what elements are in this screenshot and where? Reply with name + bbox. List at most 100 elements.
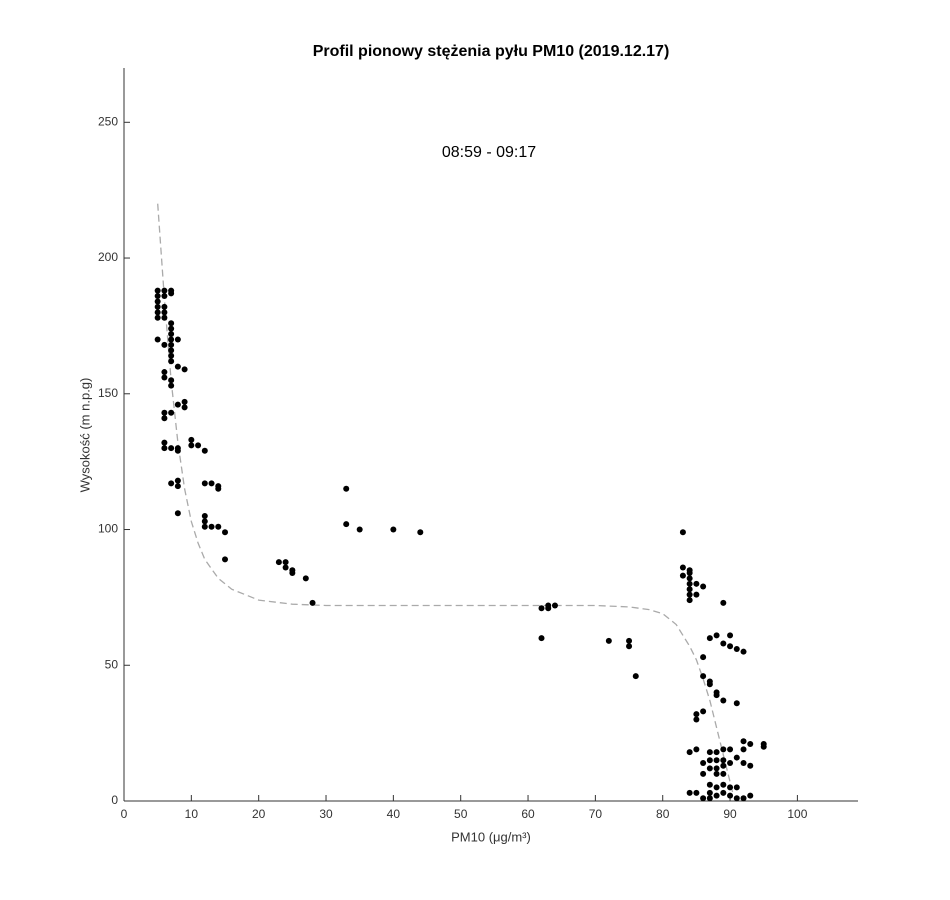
data-point — [174, 510, 181, 517]
y-tick-label: 0 — [111, 793, 118, 807]
data-point — [727, 784, 734, 791]
data-point — [188, 436, 195, 443]
data-point — [740, 738, 747, 745]
data-point — [545, 605, 552, 612]
data-point — [282, 559, 289, 566]
data-point — [686, 789, 693, 796]
data-point — [154, 298, 161, 305]
data-point — [174, 483, 181, 490]
data-point — [713, 749, 720, 756]
data-point — [168, 377, 175, 384]
data-point — [161, 293, 168, 300]
data-point — [720, 770, 727, 777]
data-point — [222, 556, 229, 563]
data-point — [538, 605, 545, 612]
data-point — [605, 637, 612, 644]
data-point — [706, 795, 713, 802]
data-point — [713, 770, 720, 777]
x-tick-label: 60 — [521, 807, 535, 821]
x-tick-label: 100 — [787, 807, 807, 821]
data-point — [538, 635, 545, 642]
data-point — [747, 792, 754, 799]
data-point — [700, 770, 707, 777]
data-point — [168, 325, 175, 332]
data-point — [161, 314, 168, 321]
x-tick-label: 20 — [252, 807, 266, 821]
data-point — [693, 789, 700, 796]
data-point — [215, 523, 222, 530]
data-point — [713, 632, 720, 639]
data-point — [161, 303, 168, 310]
data-point — [727, 792, 734, 799]
data-point — [713, 792, 720, 799]
y-tick-label: 200 — [98, 250, 118, 264]
data-point — [174, 363, 181, 370]
data-point — [168, 336, 175, 343]
data-point — [713, 765, 720, 772]
data-point — [632, 673, 639, 680]
data-point — [222, 529, 229, 536]
x-tick-label: 40 — [387, 807, 401, 821]
data-point — [161, 439, 168, 446]
data-point — [700, 583, 707, 590]
data-point — [733, 784, 740, 791]
data-point — [706, 781, 713, 788]
data-point — [740, 759, 747, 766]
data-point — [417, 529, 424, 536]
data-point — [161, 287, 168, 294]
data-point — [161, 445, 168, 452]
data-point — [343, 521, 350, 528]
data-point — [693, 580, 700, 587]
data-point — [168, 320, 175, 327]
data-point — [181, 404, 188, 411]
data-point — [161, 341, 168, 348]
x-axis-label: PM10 (μg/m³) — [451, 829, 531, 844]
data-point — [168, 331, 175, 338]
data-point — [733, 754, 740, 761]
data-point — [700, 654, 707, 661]
data-point — [154, 287, 161, 294]
data-point — [174, 336, 181, 343]
x-tick-label: 50 — [454, 807, 468, 821]
data-point — [201, 480, 208, 487]
x-tick-label: 30 — [319, 807, 333, 821]
data-point — [168, 382, 175, 389]
data-point — [201, 512, 208, 519]
fit-line — [157, 203, 735, 796]
data-point — [168, 347, 175, 354]
data-point — [747, 762, 754, 769]
data-point — [168, 341, 175, 348]
data-point — [727, 759, 734, 766]
data-point — [201, 518, 208, 525]
data-point — [720, 640, 727, 647]
data-point — [686, 580, 693, 587]
data-point — [161, 369, 168, 376]
data-point — [161, 409, 168, 416]
data-point — [693, 711, 700, 718]
data-point — [747, 740, 754, 747]
data-point — [713, 757, 720, 764]
data-point — [686, 575, 693, 582]
data-point — [693, 746, 700, 753]
y-tick-label: 50 — [105, 657, 119, 671]
data-point — [208, 523, 215, 530]
data-point — [686, 597, 693, 604]
data-point — [720, 697, 727, 704]
data-point — [679, 564, 686, 571]
data-point — [356, 526, 363, 533]
data-point — [679, 529, 686, 536]
data-point — [201, 447, 208, 454]
data-point — [706, 635, 713, 642]
data-point — [706, 757, 713, 764]
y-tick-label: 250 — [98, 114, 118, 128]
data-point — [154, 314, 161, 321]
data-point — [626, 643, 633, 650]
data-point — [733, 795, 740, 802]
data-point — [168, 358, 175, 365]
data-point — [686, 586, 693, 593]
data-point — [161, 415, 168, 422]
data-point — [208, 480, 215, 487]
data-point — [168, 352, 175, 359]
